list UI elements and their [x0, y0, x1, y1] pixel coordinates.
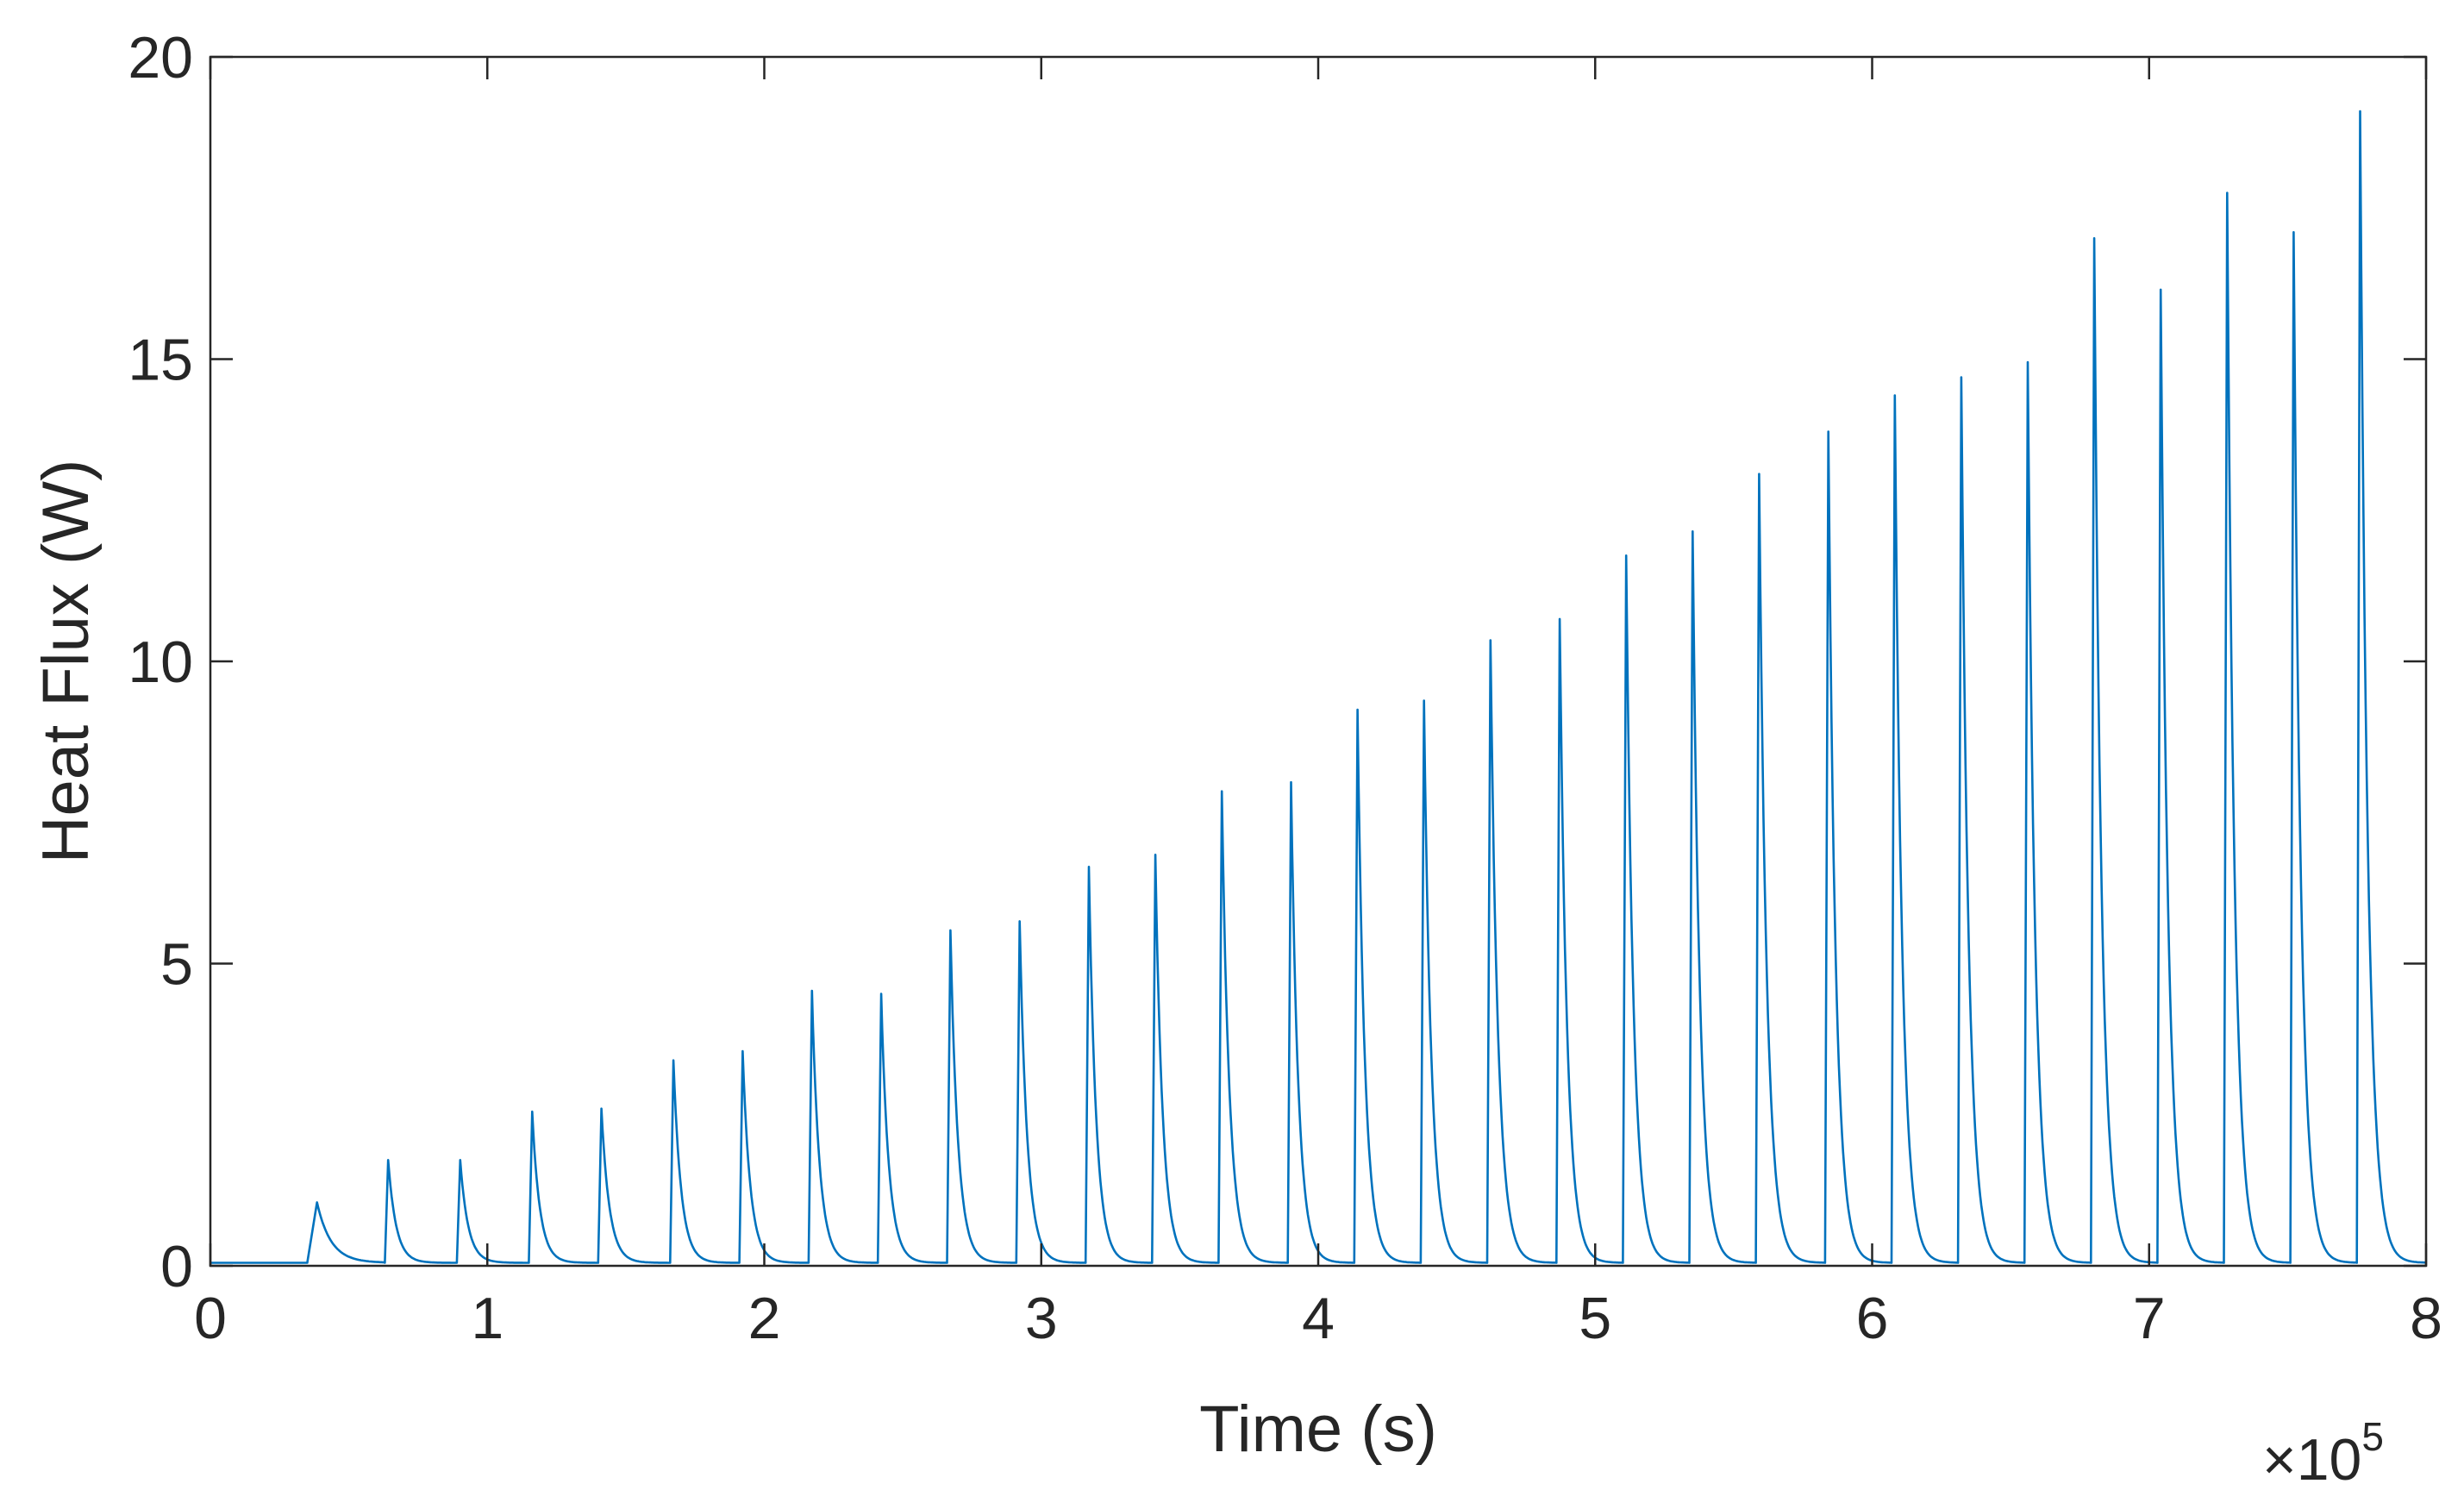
x-multiplier-exponent: 5	[2361, 1414, 2384, 1459]
y-tick-label-1: 5	[160, 932, 193, 998]
x-tick-label-6: 6	[1856, 1286, 1889, 1351]
x-tick-label-3: 3	[1025, 1286, 1058, 1351]
y-tick-label-2: 10	[128, 629, 193, 695]
x-multiplier: ×105	[2262, 1414, 2384, 1490]
y-tick-label-3: 15	[128, 328, 193, 393]
series-line-0	[210, 110, 2427, 1264]
y-axis-title: Heat Flux (W)	[29, 460, 103, 864]
plot-area	[210, 57, 2426, 1266]
x-tick-label-7: 7	[2133, 1286, 2166, 1351]
x-tick-label-8: 8	[2410, 1286, 2442, 1351]
x-tick-label-2: 2	[748, 1286, 781, 1351]
x-tick-label-4: 4	[1302, 1286, 1335, 1351]
y-tick-label-4: 20	[128, 25, 193, 91]
x-tick-label-0: 0	[194, 1286, 227, 1351]
series-layer	[210, 110, 2427, 1264]
x-axis-title: Time (s)	[1199, 1393, 1437, 1466]
y-tick-label-0: 0	[160, 1234, 193, 1299]
labels-layer: 0 1 2 3 4 5 6 7 8 0 5 10 15 20	[128, 25, 2442, 1351]
x-tick-label-5: 5	[1579, 1286, 1611, 1351]
x-multiplier-base: ×10	[2262, 1427, 2361, 1490]
x-tick-label-1: 1	[471, 1286, 503, 1351]
plot-frame	[209, 55, 2428, 1268]
